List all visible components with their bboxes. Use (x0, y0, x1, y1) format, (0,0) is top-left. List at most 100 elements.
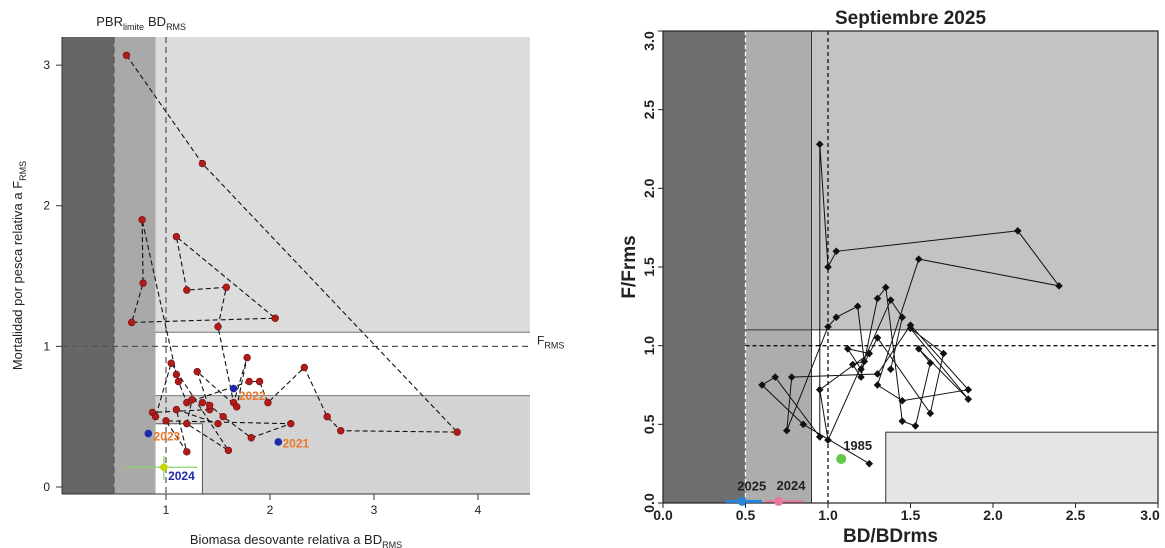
r-series-point-3 (771, 373, 779, 381)
r-y-tick-label-6: 3.0 (641, 31, 657, 51)
r-series-point-2 (758, 381, 766, 389)
data-point-1 (198, 159, 207, 168)
data-point-30 (188, 396, 196, 404)
r-y-tick-label-1: 0.5 (641, 414, 657, 434)
r-series-point-31 (906, 324, 915, 333)
label-1985: 1985 (843, 438, 872, 453)
r-series-point-33 (926, 409, 935, 418)
r-zone-2 (811, 31, 1158, 330)
top-label-0: PBRlimite (96, 14, 144, 32)
r-series-point-7 (832, 247, 841, 256)
data-point-33 (219, 412, 227, 421)
data-point-24 (453, 428, 461, 436)
r-series-point-17 (782, 426, 791, 435)
data-point-32 (205, 401, 214, 410)
r-series-point-25 (881, 283, 890, 292)
r-zone-0 (663, 31, 746, 503)
data-point-6 (172, 232, 181, 241)
r-x-tick-label-0: 0.0 (653, 507, 673, 523)
data-point-37 (183, 448, 191, 456)
data-point-26 (151, 412, 160, 421)
r-series-point-23 (857, 373, 865, 381)
r-series-point-34 (873, 334, 882, 342)
highlight-point-0 (274, 438, 283, 446)
data-point-19 (255, 377, 264, 386)
r-y-tick-label-0: 0.0 (641, 493, 657, 513)
r-series-point-41 (898, 313, 907, 322)
r-zone-4 (885, 432, 1158, 503)
r-series-point-36 (844, 345, 852, 353)
data-point-35 (287, 419, 295, 428)
zone-2 (155, 37, 530, 333)
trajectory-line (126, 54, 459, 453)
r-x-tick-label-4: 2.0 (983, 507, 1003, 523)
data-point-29 (183, 419, 191, 428)
data-point-31 (198, 398, 207, 407)
year-label-0: 2021 (282, 437, 309, 451)
r-series-point-37 (865, 349, 874, 358)
r-series-point-12 (898, 396, 907, 405)
r-series-point-35 (857, 365, 865, 374)
data-point-4 (127, 318, 136, 327)
zone-3 (155, 332, 530, 396)
r-x-tick-label-6: 3.0 (1140, 507, 1160, 523)
y-axis-title: Mortalidad por pesca relativa a FRMS (10, 161, 28, 370)
r-y-axis-title: F/Frms (619, 235, 640, 298)
data-point-11 (243, 353, 251, 362)
data-point-28 (224, 446, 233, 455)
r-zone-1 (745, 31, 812, 503)
data-point-36 (162, 417, 170, 425)
data-point-39 (214, 419, 222, 428)
r-series-point-28 (926, 359, 935, 367)
label-2024: 2024 (777, 478, 807, 493)
r-series-point-5 (815, 140, 824, 149)
year-label-2: 2023 (154, 430, 181, 444)
r-series-point-27 (911, 422, 920, 430)
r-series-point-18 (824, 322, 832, 331)
x-tick-label-2: 3 (371, 503, 378, 517)
highlight-point-1 (229, 384, 238, 393)
year-label-1: 2022 (239, 389, 266, 403)
data-point-22 (323, 412, 331, 421)
data-point-34 (247, 434, 255, 442)
year-label-3: 2024 (168, 469, 195, 483)
r-series-point-1 (799, 420, 808, 429)
r-series-point-39 (824, 436, 832, 444)
highlight-point-2 (144, 429, 153, 438)
data-point-3 (139, 279, 147, 287)
r-y-tick-label-2: 1.0 (641, 336, 657, 356)
r-series-point-32 (939, 349, 948, 358)
r-chart-title: Septiembre 2025 (835, 8, 986, 29)
top-label-1: BDRMS (148, 14, 186, 32)
frms-label: FRMS (537, 333, 564, 350)
r-series-point-21 (860, 357, 869, 366)
data-point-2 (138, 216, 146, 224)
x-tick-label-1: 2 (267, 503, 274, 517)
data-point-21 (300, 363, 309, 372)
r-x-tick-label-2: 1.0 (818, 507, 838, 523)
r-series-point-8 (1013, 227, 1022, 235)
data-point-38 (172, 405, 181, 414)
zone-1 (114, 37, 156, 494)
r-series-point-10 (914, 255, 923, 263)
x-axis-title: Biomasa desovante relativa a BDRMS (190, 532, 402, 548)
x-tick-label-3: 4 (475, 503, 482, 517)
left-chart: 2021 2022 2023 2024 1 2 3 4 0 1 2 3 PBRlimite BDRMS FR… (10, 14, 564, 548)
data-point-13 (193, 367, 201, 376)
r-y-tick-label-3: 1.5 (641, 257, 657, 277)
data-point-9 (214, 322, 222, 331)
r-series-point-0 (865, 459, 874, 468)
r-series-point-30 (964, 395, 973, 403)
x-tick-label-0: 1 (163, 503, 170, 517)
r-series-point-42 (886, 365, 895, 374)
r-series-point-15 (873, 370, 882, 378)
r-series-point-38 (815, 385, 824, 394)
r-series-point-29 (914, 345, 923, 353)
data-point-8 (222, 283, 231, 291)
data-point-15 (172, 370, 181, 379)
r-series-point-20 (853, 302, 862, 311)
r-series-point-19 (832, 313, 841, 322)
data-point-7 (183, 286, 191, 294)
data-point-18 (245, 377, 253, 386)
